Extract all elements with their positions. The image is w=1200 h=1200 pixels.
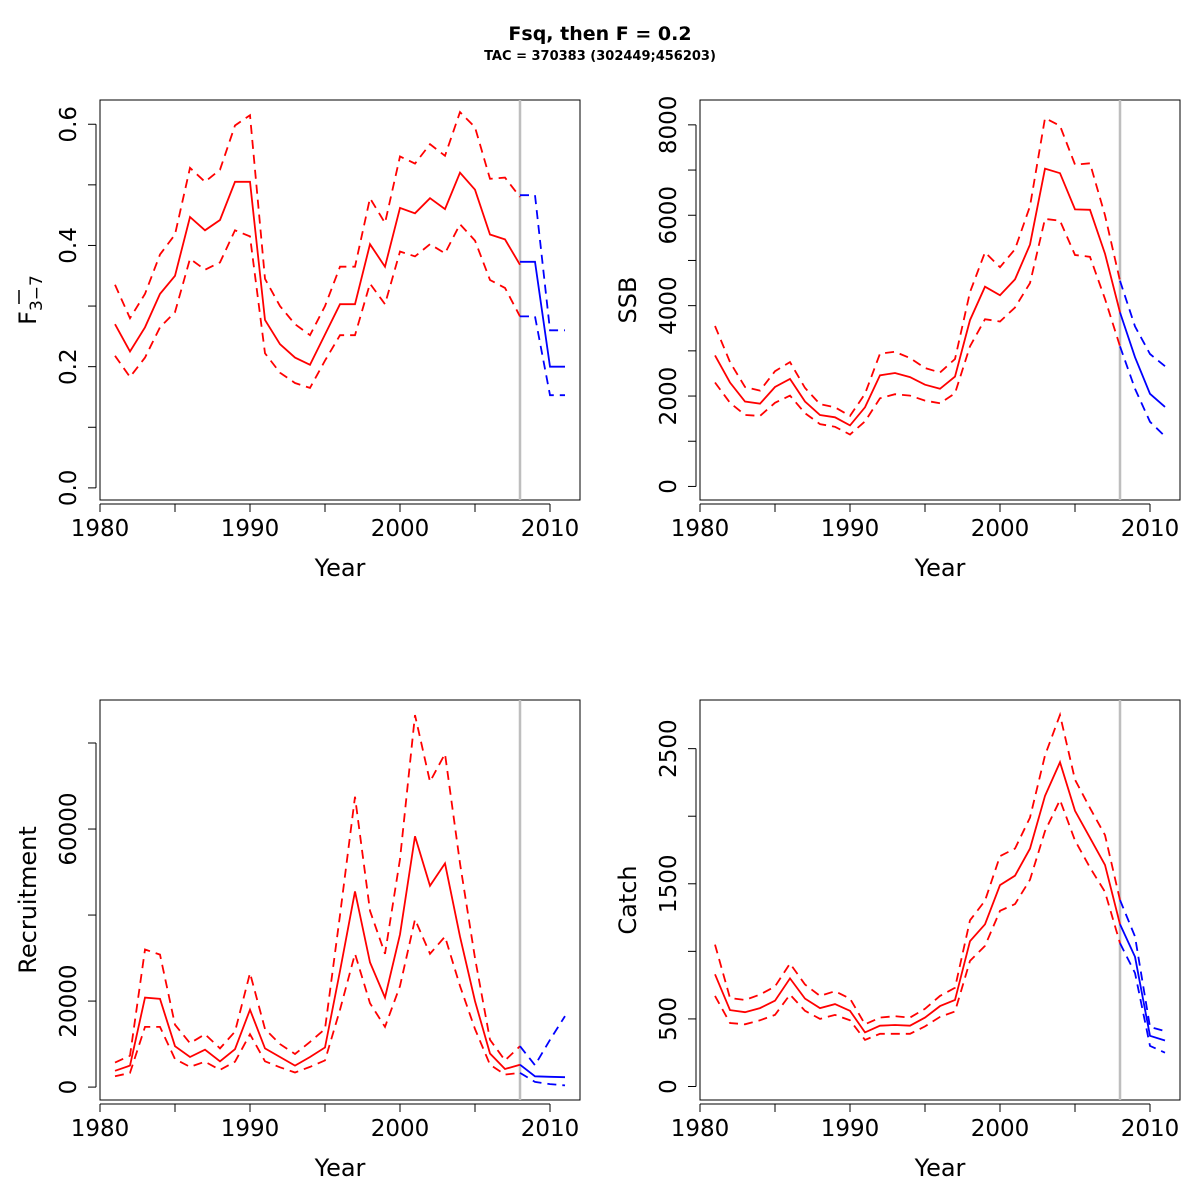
panel-catch-y-tick-label: 1500 [656,855,682,914]
panel-ssb-y-tick-label: 8000 [656,96,682,155]
panel-recruitment-frame [99,699,581,1101]
panel-catch: 1980 1990 2000 2010 Year 0 500 1500 2500 Catch [614,699,1181,1182]
panel-ssb-x-tick-label: 2010 [1121,516,1180,542]
panel-recruitment-x-axis-title: Year [314,1154,366,1182]
panel-ssb-forecast-ci-line-4 [1119,280,1166,367]
panel-catch-x-tick-label: 2010 [1121,1116,1180,1142]
panel-f-frame [99,99,581,501]
panel-ssb-historic-ci-line-2 [714,217,1121,436]
panel-catch-x-tick-label: 2000 [971,1116,1030,1142]
panel-f-x-tick-label: 2000 [371,516,430,542]
panel-recruitment-historic-ci-line-1 [114,714,521,1064]
panel-recruitment-x-tick-label: 1990 [221,1116,280,1142]
panel-f-x-tick-label: 1990 [221,516,280,542]
panel-ssb-y-tick-label: 6000 [656,186,682,245]
panel-ssb-x-axis-title: Year [914,554,966,582]
panel-catch-x-axis-title: Year [914,1154,966,1182]
panel-catch-frame [699,699,1181,1101]
panel-catch-y-axis-title: Catch [614,865,642,934]
panel-ssb-y-tick-label: 0 [656,479,682,494]
panel-f-forecast-estimate-line-3 [520,260,565,368]
figure-subtitle: TAC = 370383 (302449;456203) [484,49,716,64]
panel-recruitment-y-tick-label: 0 [56,1080,82,1095]
panel-recruitment-historic-ci-line-2 [114,916,521,1078]
panel-ssb-x-tick-label: 2000 [971,516,1030,542]
panel-recruitment-x-tick-label: 1980 [71,1116,130,1142]
panel-catch-y-tick-label: 0 [656,1079,682,1094]
panel-catch-y-tick-label: 2500 [656,719,682,778]
panel-catch-historic-estimate-line-0 [714,759,1121,1034]
panel-f-y-tick-label: 0.6 [56,106,82,143]
panel-ssb-historic-ci-line-1 [714,116,1121,418]
panel-f-y-tick-label: 0.4 [56,227,82,264]
panel-ssb-forecast-ci-line-5 [1119,346,1166,437]
panel-recruitment: 1980 1990 2000 2010 Year 0 20000 60000 Recruitme… [14,699,581,1182]
panel-recruitment-historic-estimate-line-0 [114,836,521,1072]
panel-f-historic-ci-line-1 [114,110,521,337]
panel-f-forecast-ci-line-5 [520,315,565,397]
panel-recruitment-x-tick-label: 2010 [521,1116,580,1142]
panel-f-y-tick-label: 0.0 [56,470,82,507]
panel-recruitment-y-tick-label: 60000 [56,792,82,865]
panel-ssb-historic-estimate-line-0 [714,167,1121,427]
panel-f-x-axis-title: Year [314,554,366,582]
panel-f-forecast-ci-line-4 [520,194,565,332]
panel-ssb-y-tick-label: 4000 [656,276,682,335]
panel-recruitment-y-tick-label: 20000 [56,964,82,1037]
panels: 1980 1990 2000 2010Year0.00.20.40.6F3−71980… [14,96,1181,1182]
panel-catch-x-tick-label: 1990 [821,1116,880,1142]
panel-ssb-x-tick-label: 1980 [671,516,730,542]
panel-catch-x-tick-label: 1980 [671,1116,730,1142]
panel-catch-historic-ci-line-2 [714,797,1121,1041]
panel-recruitment-forecast-ci-line-5 [519,1072,566,1087]
panel-catch-y-tick-label: 500 [656,997,682,1041]
figure-title: Fsq, then F = 0.2 [508,23,691,45]
panel-f-historic-estimate-line-0 [114,171,521,366]
panel-ssb-forecast-estimate-line-3 [1119,312,1166,408]
panel-ssb-frame [699,99,1181,501]
panel-f-x-tick-label: 1980 [71,516,130,542]
panel-recruitment-forecast-estimate-line-3 [519,1063,566,1079]
panel-ssb-x-tick-label: 1990 [821,516,880,542]
panel-ssb-y-tick-label: 2000 [656,367,682,426]
panel-recruitment-x-tick-label: 2000 [371,1116,430,1142]
panel-ssb-y-axis-title: SSB [614,277,642,324]
panel-f-y-tick-label: 0.2 [56,348,82,385]
panel-recruitment-y-axis-title: Recruitment [14,826,42,973]
panel-ssb: 1980 1990 2000 2010 Year 0 2000 4000 6000 8000 SSB [614,96,1181,582]
panel-f-x-tick-label: 2010 [521,516,580,542]
panel-f-historic-ci-line-2 [114,222,521,389]
panel-catch-forecast-ci-line-5 [1119,942,1166,1054]
panel-catch-historic-ci-line-1 [714,711,1121,1026]
panel-catch-forecast-ci-line-4 [1119,899,1166,1032]
panel-recruitment-forecast-ci-line-4 [519,1015,566,1067]
panel-catch-forecast-estimate-line-3 [1119,923,1166,1042]
